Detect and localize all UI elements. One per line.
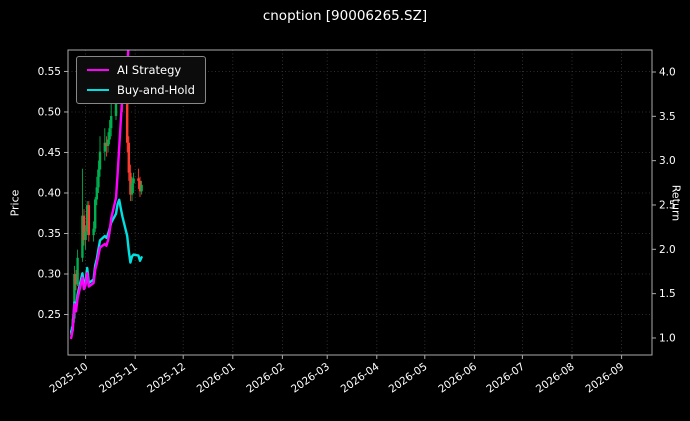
candle-body <box>103 142 106 152</box>
candle-body <box>94 199 97 229</box>
candle-body <box>137 178 140 181</box>
candle-body <box>87 205 90 236</box>
left-tick-label: 0.40 <box>38 187 61 199</box>
legend: AI Strategy Buy-and-Hold <box>76 56 206 104</box>
right-tick-label: 1.5 <box>659 288 676 300</box>
candle-body <box>92 228 95 236</box>
candle-body <box>126 103 129 143</box>
x-tick-label: 2026-02 <box>244 361 287 396</box>
candle-body <box>98 151 102 170</box>
legend-label-ai-strategy: AI Strategy <box>117 63 182 77</box>
candle-body <box>114 98 118 117</box>
x-tick-label: 2026-09 <box>583 361 626 396</box>
right-tick-label: 4.0 <box>659 66 676 78</box>
right-axis-label: Return <box>669 184 683 222</box>
left-tick-label: 0.30 <box>38 268 61 280</box>
candle-body <box>110 116 113 129</box>
legend-item-ai-strategy: AI Strategy <box>87 63 195 77</box>
x-tick-label: 2026-08 <box>534 361 577 396</box>
right-tick-label: 1.0 <box>659 332 676 344</box>
ai-strategy-line <box>69 50 130 340</box>
candle-body <box>73 273 76 319</box>
candle-body <box>129 172 132 195</box>
left-tick-label: 0.25 <box>38 309 61 321</box>
x-tick-label: 2026-06 <box>436 360 479 395</box>
candle-body <box>81 215 84 258</box>
candle-body <box>138 180 142 192</box>
left-tick-label: 0.50 <box>38 106 61 118</box>
candle-body <box>140 184 143 192</box>
legend-item-buy-and-hold: Buy-and-Hold <box>87 83 195 97</box>
plot-frame <box>67 49 653 356</box>
line-series <box>69 50 143 340</box>
candle-body <box>108 128 111 140</box>
candle-body <box>127 142 130 173</box>
x-tick-label: 2026-04 <box>339 360 382 395</box>
candle-body <box>106 139 110 146</box>
candle-body <box>86 205 89 232</box>
candle-body <box>130 183 134 195</box>
right-tick-label: 2.0 <box>659 244 676 256</box>
x-tick-label: 2025-11 <box>97 361 140 396</box>
left-tick-label: 0.35 <box>38 228 61 240</box>
x-axis-ticks: 2025-10 2025-11 2025-12 2026-01 2026-02 2026-… <box>47 355 626 396</box>
candle-body <box>95 187 98 200</box>
legend-label-buy-and-hold: Buy-and-Hold <box>117 83 195 97</box>
left-axis-ticks: 0.25 0.30 0.35 0.40 0.45 0.50 0.55 <box>38 66 68 321</box>
candle-body <box>82 215 86 240</box>
candle-body <box>76 257 79 285</box>
candle-body <box>132 178 135 184</box>
candle-body <box>74 273 78 285</box>
x-tick-label: 2025-12 <box>145 361 188 396</box>
candle-body <box>105 142 108 146</box>
ai-strategy-line-swatch <box>87 69 109 71</box>
x-tick-label: 2026-07 <box>484 361 527 396</box>
left-axis-label: Price <box>8 189 22 217</box>
chart-title: cnoption [90006265.SZ] <box>262 8 428 24</box>
right-tick-label: 3.0 <box>659 155 676 167</box>
x-tick-label: 2026-01 <box>195 361 238 396</box>
candle-body <box>97 169 100 188</box>
right-axis-ticks: 1.0 1.5 2.0 2.5 3.0 3.5 4.0 <box>652 66 676 344</box>
x-tick-label: 2026-03 <box>289 361 332 396</box>
right-tick-label: 3.5 <box>659 111 676 123</box>
buy-and-hold-line-swatch <box>87 89 109 91</box>
x-tick-label: 2026-05 <box>387 361 430 396</box>
candle-body <box>84 231 87 240</box>
gridlines <box>68 50 652 355</box>
right-tick-label: 2.5 <box>659 199 676 211</box>
candlestick-series <box>70 67 143 339</box>
left-tick-label: 0.45 <box>38 147 61 159</box>
x-tick-label: 2025-10 <box>47 361 90 396</box>
left-tick-label: 0.55 <box>38 66 61 78</box>
